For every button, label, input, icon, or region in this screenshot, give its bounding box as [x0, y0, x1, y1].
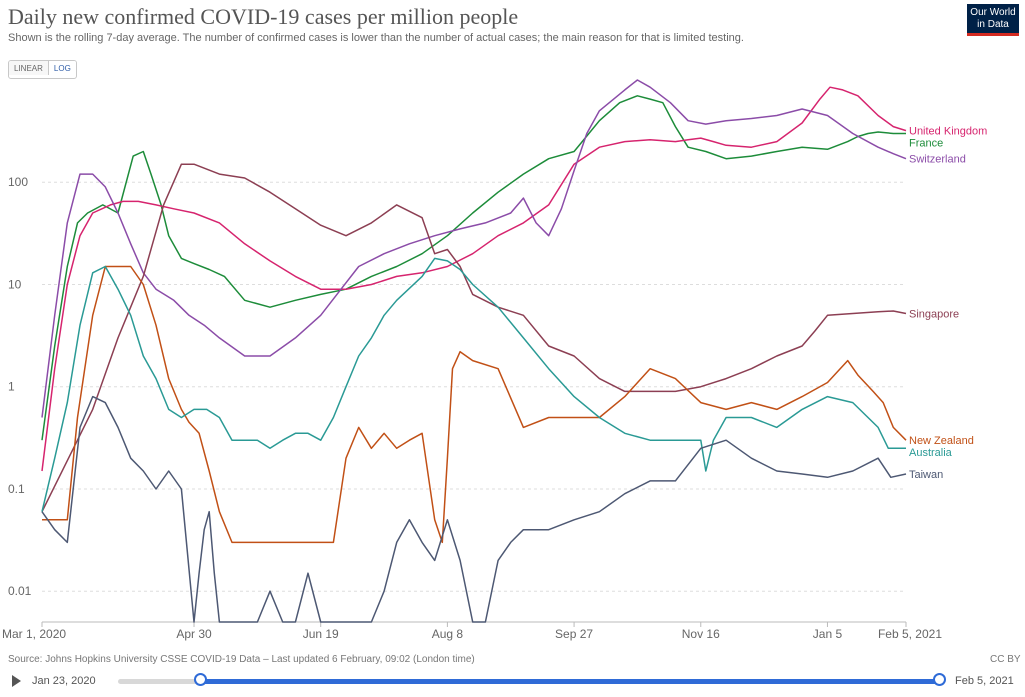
- y-tick-label: 100: [8, 175, 28, 189]
- timeline-end-handle[interactable]: [933, 673, 946, 686]
- play-icon[interactable]: [12, 675, 21, 687]
- series-line-australia: [41, 257, 906, 512]
- linear-scale-button[interactable]: LINEAR: [9, 61, 49, 75]
- timeline: Jan 23, 2020 Feb 5, 2021: [0, 670, 1025, 697]
- x-tick-label: Aug 8: [432, 627, 464, 641]
- series-label-france: France: [909, 138, 943, 150]
- series-line-new-zealand: [42, 265, 907, 544]
- line-chart: 0.01 0.1 1 10 100 Mar 1, 2020 Apr 30 Jun 19 Aug …: [2, 79, 987, 641]
- chart-title: Daily new confirmed COVID-19 cases per m…: [8, 4, 519, 29]
- license-link[interactable]: CC BY: [990, 654, 1021, 665]
- x-tick-label: Jan 5: [813, 627, 843, 641]
- series-label-united-kingdom: United Kingdom: [909, 126, 987, 138]
- series-line-taiwan: [41, 395, 907, 623]
- timeline-start-label: Jan 23, 2020: [32, 675, 96, 687]
- logo-line-1: Our World: [970, 7, 1016, 18]
- scale-toggle: LINEAR LOG: [8, 60, 77, 79]
- series-label-taiwan: Taiwan: [909, 469, 943, 481]
- x-tick-label: Feb 5, 2021: [878, 627, 942, 641]
- series-line-singapore: [41, 163, 907, 513]
- y-tick-label: 10: [8, 277, 22, 291]
- series-line-united-kingdom: [41, 86, 907, 472]
- timeline-end-label: Feb 5, 2021: [955, 675, 1014, 687]
- x-tick-label: Apr 30: [176, 627, 212, 641]
- y-tick-label: 0.01: [8, 584, 32, 598]
- y-tick-label: 0.1: [8, 482, 25, 496]
- x-tick-label: Sep 27: [555, 627, 593, 641]
- series-line-switzerland: [41, 79, 907, 418]
- source-note: Source: Johns Hopkins University CSSE CO…: [8, 654, 475, 665]
- owid-logo[interactable]: Our World in Data: [967, 4, 1019, 36]
- y-tick-label: 1: [8, 380, 15, 394]
- series-line-france: [41, 95, 906, 441]
- series-label-australia: Australia: [909, 447, 953, 459]
- chart-subtitle: Shown is the rolling 7-day average. The …: [8, 32, 744, 44]
- x-tick-label: Jun 19: [303, 627, 339, 641]
- x-tick-label: Mar 1, 2020: [2, 627, 66, 641]
- timeline-selected-range: [200, 679, 940, 684]
- logo-line-2: in Data: [977, 19, 1009, 30]
- timeline-start-handle[interactable]: [194, 673, 207, 686]
- series-label-new-zealand: New Zealand: [909, 435, 974, 447]
- x-tick-label: Nov 16: [682, 627, 720, 641]
- series-label-switzerland: Switzerland: [909, 154, 966, 166]
- series-label-singapore: Singapore: [909, 309, 959, 321]
- log-scale-button[interactable]: LOG: [48, 61, 76, 75]
